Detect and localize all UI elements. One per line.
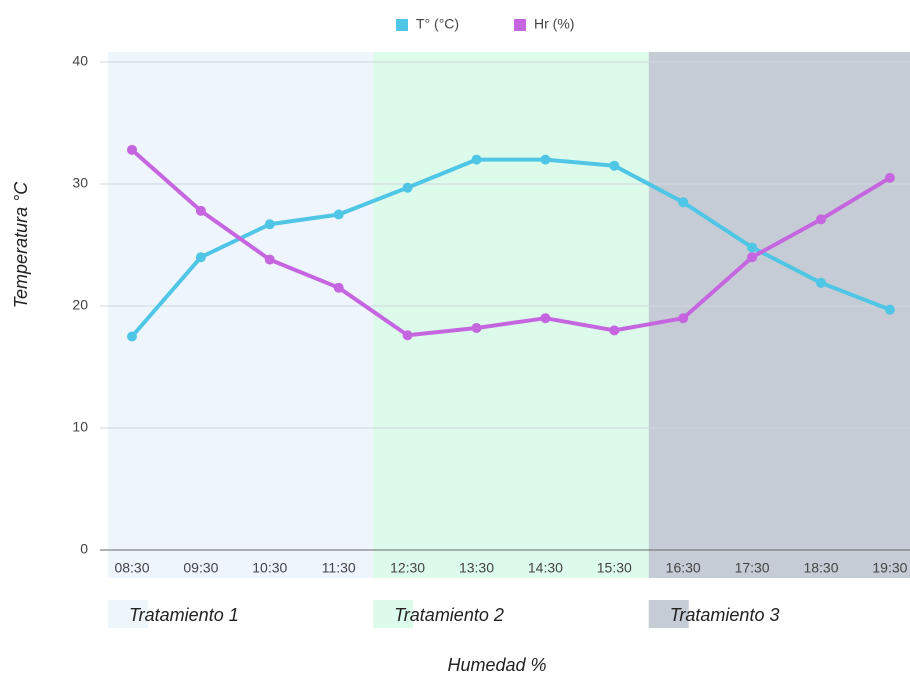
x-axis-label: Humedad % — [447, 655, 546, 675]
treatment-band — [108, 52, 374, 578]
data-point — [747, 242, 758, 253]
legend-label: Hr (%) — [534, 16, 574, 32]
x-tick-label: 17:30 — [735, 560, 770, 576]
legend-swatch — [514, 19, 526, 31]
series-line — [130, 157, 891, 338]
x-tick-label: 16:30 — [666, 560, 701, 576]
treatment-swatch — [108, 600, 148, 628]
data-point — [609, 160, 620, 171]
treatment-label: Tratamiento 2 — [394, 605, 504, 625]
treatment-band — [373, 52, 649, 578]
data-point — [471, 322, 482, 333]
y-tick-label: 0 — [80, 541, 88, 557]
data-point — [471, 154, 482, 165]
legend-swatch — [396, 19, 408, 31]
data-point — [333, 209, 344, 220]
data-point — [540, 154, 551, 165]
legend-label: T° (°C) — [416, 16, 459, 32]
y-tick-label: 10 — [72, 419, 88, 435]
treatment-label: Tratamiento 1 — [129, 605, 239, 625]
data-point — [264, 254, 275, 265]
series-line — [130, 148, 891, 338]
data-point — [402, 330, 413, 341]
treatment-band — [648, 52, 910, 578]
data-point — [884, 172, 895, 183]
x-tick-label: 08:30 — [114, 560, 149, 576]
data-point — [195, 205, 206, 216]
y-axis-label: Temperatura °C — [11, 181, 31, 309]
treatment-swatch — [373, 600, 414, 628]
data-point — [747, 252, 758, 263]
y-tick-label: 20 — [72, 297, 88, 313]
y-tick-label: 30 — [72, 175, 88, 191]
data-point — [816, 277, 826, 288]
data-point — [678, 313, 689, 324]
x-tick-label: 13:30 — [459, 560, 494, 576]
x-tick-label: 11:30 — [322, 560, 356, 576]
data-point — [609, 325, 620, 336]
data-point — [333, 282, 344, 293]
x-tick-label: 18:30 — [803, 560, 838, 576]
x-tick-label: 10:30 — [252, 560, 287, 576]
treatment-swatch — [648, 600, 689, 628]
data-point — [816, 214, 826, 225]
x-tick-label: 15:30 — [597, 560, 632, 576]
data-point — [402, 182, 413, 193]
y-tick-label: 40 — [72, 53, 88, 69]
x-tick-label: 19:30 — [872, 560, 907, 576]
data-point — [264, 219, 275, 230]
treatment-label: Tratamiento 3 — [670, 605, 780, 625]
data-point — [127, 144, 137, 155]
x-tick-label: 09:30 — [183, 560, 218, 576]
data-point — [195, 252, 206, 263]
data-point — [540, 313, 551, 324]
x-tick-label: 12:30 — [390, 560, 425, 576]
data-point — [884, 304, 895, 315]
data-point — [678, 197, 689, 208]
x-tick-label: 14:30 — [528, 560, 563, 576]
data-point — [127, 331, 137, 342]
